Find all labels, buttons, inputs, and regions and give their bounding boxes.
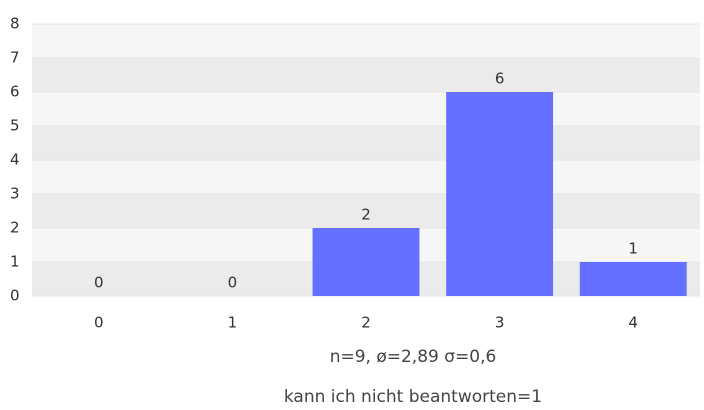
y-tick-label: 8 [10,15,20,33]
data-label: 0 [228,274,238,292]
grid-band [32,92,700,126]
x-tick-label: 3 [495,314,505,332]
grid-band [32,24,700,58]
y-tick-label: 4 [10,151,20,169]
annotation: kann ich nicht beantworten=1 [284,387,542,407]
annotation: n=9, ø=2,89 σ=0,6 [330,347,497,367]
grid-band [32,126,700,160]
bar [579,262,687,296]
data-label: 0 [94,274,104,292]
grid-band [32,160,700,194]
y-tick-label: 0 [10,287,20,305]
y-tick-label: 5 [10,117,20,135]
bar [312,228,420,296]
y-tick-label: 3 [10,185,20,203]
grid-band [32,58,700,92]
y-tick-label: 6 [10,83,20,101]
data-label: 2 [361,206,371,224]
y-tick-label: 7 [10,49,20,67]
grid-band [32,194,700,228]
data-label: 6 [495,70,505,88]
y-tick-label: 2 [10,219,20,237]
x-tick-label: 1 [228,314,238,332]
x-tick-label: 0 [94,314,104,332]
x-tick-label: 2 [361,314,371,332]
x-tick-label: 4 [628,314,638,332]
bar [446,92,554,296]
data-label: 1 [628,240,638,258]
y-tick-label: 1 [10,253,20,271]
